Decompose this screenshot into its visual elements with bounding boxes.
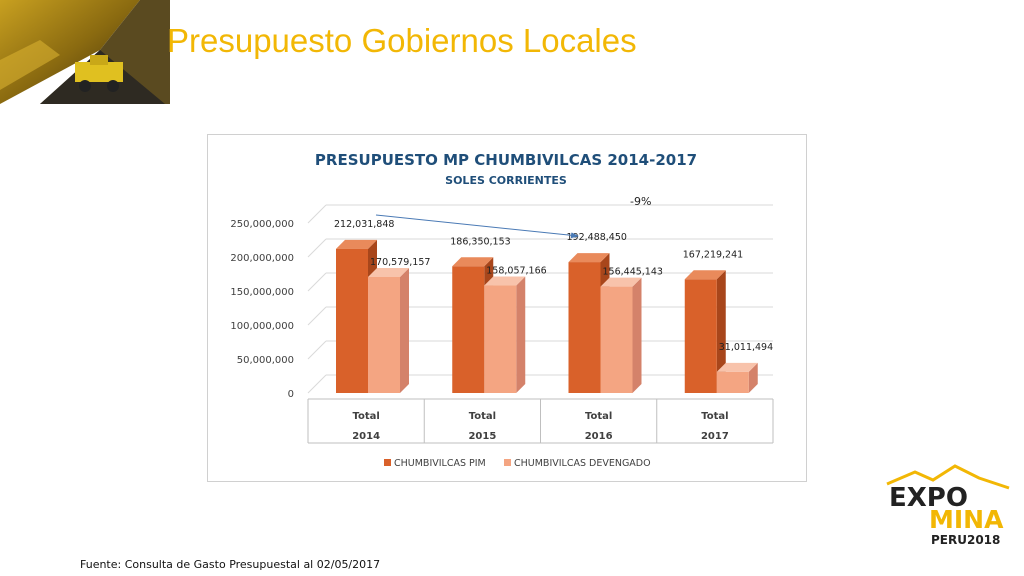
bar-top: [452, 257, 494, 267]
chart-title: PRESUPUESTO MP CHUMBIVILCAS 2014-2017: [315, 151, 697, 169]
legend-label: CHUMBIVILCAS PIM: [394, 458, 486, 469]
annotation-change: -9%: [630, 195, 651, 208]
slide-title: Presupuesto Gobiernos Locales: [167, 22, 637, 59]
y-tick-label: 150,000,000: [230, 287, 294, 298]
bar: [568, 262, 601, 393]
x-axis: Total 2014 Total 2015 Total 2016 Total 2017: [307, 398, 774, 444]
trend-arrow: [375, 214, 579, 239]
bar: [716, 371, 749, 393]
gridline-depth: [307, 238, 327, 258]
bar-top: [336, 239, 377, 249]
data-label: 156,445,143: [603, 267, 663, 278]
x-group-label: Total: [585, 411, 612, 422]
gridline-depth: [307, 204, 327, 224]
data-label: 192,488,450: [567, 232, 627, 243]
bar-top: [368, 268, 409, 278]
svg-text:MINA: MINA: [929, 505, 1004, 534]
svg-text:PERU2018: PERU2018: [931, 533, 1000, 547]
data-label: 158,057,166: [486, 266, 546, 277]
data-labels: 212,031,848 170,579,157 186,350,153 158,057…: [334, 219, 773, 353]
x-tick-label: 2014: [352, 431, 380, 442]
bar-side: [716, 270, 726, 393]
bar-top: [600, 277, 642, 287]
legend-label: CHUMBIVILCAS DEVENGADO: [514, 458, 651, 469]
y-tick-label: 0: [288, 389, 294, 400]
x-tick-label: 2015: [468, 431, 496, 442]
bar: [336, 248, 368, 393]
bar: [452, 266, 485, 393]
bar: [684, 279, 717, 393]
source-footnote: Fuente: Consulta de Gasto Presupuestal a…: [80, 558, 381, 571]
bar-top: [716, 362, 758, 372]
data-label: 167,219,241: [683, 249, 743, 260]
gridline-depth: [307, 272, 327, 292]
y-tick-label: 250,000,000: [230, 219, 294, 230]
legend-swatch: [384, 459, 391, 466]
y-axis-ticks: 0 50,000,000 100,000,000 150,000,000 200,000…: [230, 219, 294, 400]
y-tick-label: 50,000,000: [237, 355, 294, 366]
legend: CHUMBIVILCAS PIM CHUMBIVILCAS DEVENGADO: [384, 458, 651, 469]
x-tick-label: 2017: [701, 431, 729, 442]
bar-side: [632, 277, 642, 393]
x-tick-label: 2016: [585, 431, 613, 442]
gridline-depth: [307, 306, 327, 326]
chart-svg: PRESUPUESTO MP CHUMBIVILCAS 2014-2017 SO…: [230, 151, 774, 469]
legend-swatch: [504, 459, 511, 466]
bar-top: [568, 253, 610, 263]
gridline-depth: [307, 374, 327, 394]
bar-top: [484, 276, 526, 286]
data-label: 212,031,848: [334, 219, 394, 230]
x-group-label: Total: [469, 411, 496, 422]
bar-side: [748, 362, 758, 393]
bar-side: [400, 268, 409, 393]
x-group-label: Total: [701, 411, 728, 422]
y-tick-label: 100,000,000: [230, 321, 294, 332]
mining-photo-corner: [0, 0, 170, 104]
bar: [368, 277, 400, 393]
bar-top: [684, 270, 726, 280]
bar-side: [516, 276, 526, 393]
y-tick-label: 200,000,000: [230, 253, 294, 264]
data-label: 186,350,153: [450, 236, 510, 247]
svg-text:EXPO: EXPO: [889, 483, 968, 513]
expomina-logo: EXPO MINA PERU2018: [886, 464, 1010, 547]
bar: [600, 286, 633, 393]
x-group-label: Total: [352, 411, 379, 422]
bar: [484, 285, 517, 393]
gridline-depth: [307, 340, 327, 360]
data-label: 31,011,494: [719, 342, 773, 353]
chart-subtitle: SOLES CORRIENTES: [445, 174, 567, 187]
chart-frame: PRESUPUESTO MP CHUMBIVILCAS 2014-2017 SO…: [207, 134, 807, 482]
data-label: 170,579,157: [370, 257, 430, 268]
bars: [336, 239, 758, 393]
